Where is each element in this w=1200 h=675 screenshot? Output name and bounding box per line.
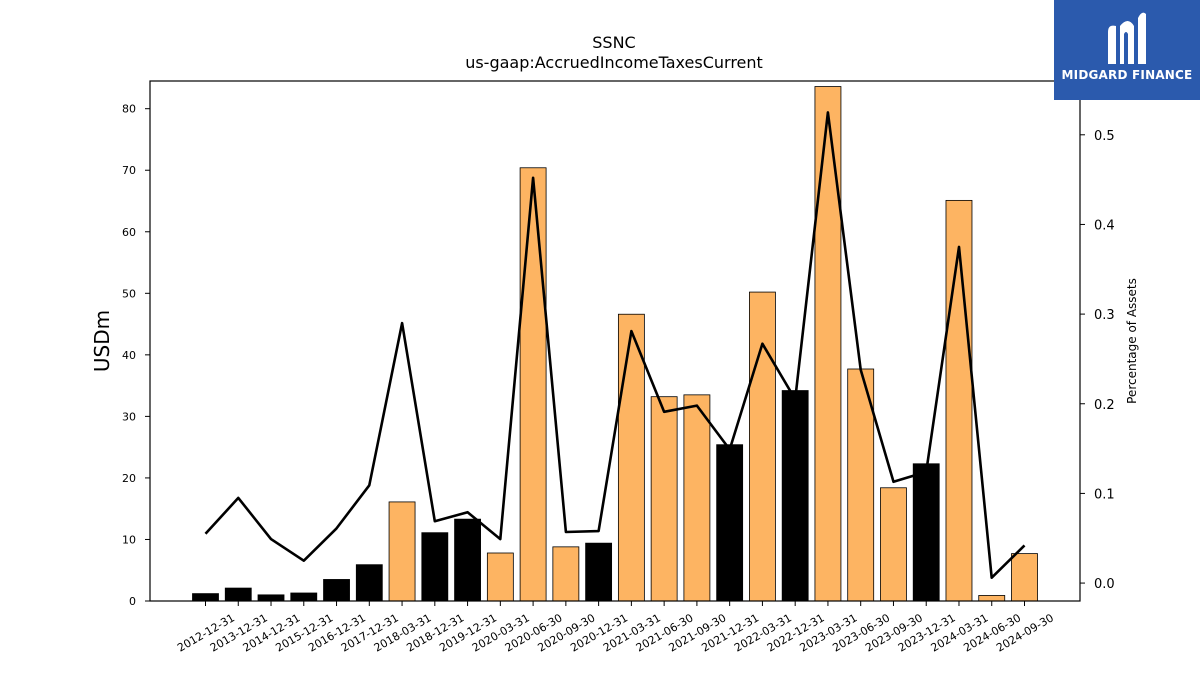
y-right-tick-label: 0.1: [1094, 487, 1115, 502]
y-tick-label: 70: [122, 164, 136, 177]
y-right-tick-label: 0.2: [1094, 398, 1115, 413]
y-tick-label: 60: [122, 226, 136, 239]
bar-2022-03-31: [749, 291, 776, 602]
y-axis-right-label: Percentage of Assets: [1125, 278, 1139, 404]
y-right-tick-label: 0.5: [1094, 129, 1115, 144]
bar-2019-12-31: [454, 518, 481, 602]
right-axis: 0.0 0.1 0.2 0.3 0.4 0.5: [1080, 129, 1115, 592]
bar-2020-12-31: [585, 542, 613, 602]
bar-2020-09-30: [552, 546, 580, 602]
bar-2021-06-30: [650, 396, 678, 602]
bar-2023-12-31: [912, 463, 940, 602]
y-right-tick-label: 0.0: [1094, 577, 1115, 592]
bar-2017-12-31: [355, 564, 383, 602]
bar-2024-06-30: [978, 595, 1006, 602]
percentage-of-assets-line: [204, 111, 1026, 580]
x-axis: 2012-12-312013-12-312014-12-312015-12-31…: [175, 601, 1056, 655]
y-right-tick-label: 0.4: [1094, 218, 1115, 233]
bar-2013-12-31: [224, 587, 252, 602]
bar-2023-09-30: [880, 487, 907, 602]
bar-2018-03-31: [388, 501, 416, 602]
bar-2023-06-30: [847, 368, 875, 602]
line-group: [204, 111, 1026, 580]
y-tick-label: 30: [122, 410, 136, 423]
left-axis: 0 10 20 30 40 50 60 70 80: [122, 103, 150, 608]
y-tick-label: 40: [122, 349, 136, 362]
y-tick-label: 0: [129, 595, 136, 608]
y-right-tick-label: 0.3: [1094, 308, 1115, 323]
chart-subtitle: us-gaap:AccruedIncomeTaxesCurrent: [465, 53, 763, 72]
bar-2018-12-31: [421, 532, 449, 602]
chart-title: SSNC: [592, 33, 635, 52]
bar-2024-03-31: [945, 199, 973, 602]
y-tick-label: 10: [122, 533, 136, 546]
y-tick-label: 20: [122, 472, 136, 485]
bar-2014-12-31: [257, 594, 285, 602]
brand-logo: MIDGARD FINANCE: [1054, 0, 1200, 100]
bar-2015-12-31: [290, 592, 318, 602]
bar-2020-03-31: [486, 552, 514, 602]
bar-2021-12-31: [716, 444, 744, 602]
bar-2012-12-31: [192, 593, 219, 602]
y-tick-label: 50: [122, 287, 136, 300]
plot-frame: [149, 80, 1081, 602]
bar-2024-09-30: [1011, 553, 1038, 602]
bar-2020-06-30: [519, 167, 547, 602]
bar-2022-12-31: [781, 390, 809, 602]
bar-2016-12-31: [323, 579, 350, 602]
bar-2023-03-31: [814, 86, 842, 602]
bar-2021-03-31: [617, 313, 645, 602]
brand-name: MIDGARD FINANCE: [1061, 68, 1193, 82]
bar-2021-09-30: [683, 394, 711, 602]
midgard-logo-icon: [1108, 12, 1146, 65]
y-tick-label: 80: [122, 103, 136, 116]
bar-group: [192, 86, 1038, 602]
y-axis-label: USDm: [90, 310, 114, 372]
